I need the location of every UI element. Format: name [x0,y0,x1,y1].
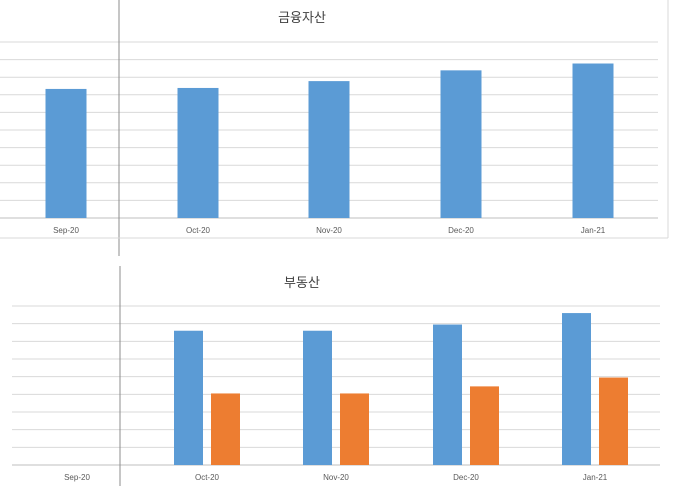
x-tick-label: Nov-20 [323,473,349,482]
bar-Nov-20 [340,393,369,465]
chart-title: 금융자산 [278,11,326,26]
bar-Oct-20 [211,393,240,465]
series-0 [45,63,614,219]
x-tick-label: Sep-20 [64,473,90,482]
bar-Jan-21 [572,63,614,219]
chart-financial-assets-svg: 금융자산 Sep-20 Oct-20 Nov-20 Dec-20 Jan-21 [0,0,669,256]
series-1 [211,377,628,465]
bar-Nov-20 [308,81,350,218]
bar-Jan-21 [599,377,628,465]
bar-Oct-20 [177,87,219,218]
chart-real-estate-svg: 부동산 Sep-20 Oct-20 Nov-20 Dec-20 Jan-21 [12,266,660,486]
bar-Dec-20 [440,70,482,218]
x-tick-label: Sep-20 [53,226,79,235]
x-tick-label: Dec-20 [453,473,479,482]
x-tick-label: Jan-21 [581,226,606,235]
bar-Dec-20 [433,324,462,465]
chart-title: 부동산 [284,276,320,291]
chart-financial-assets: 금융자산 Sep-20 Oct-20 Nov-20 Dec-20 Jan-21 [0,0,669,256]
bar-Nov-20 [303,330,332,465]
bar-Oct-20 [174,330,203,465]
chart-real-estate: 부동산 Sep-20 Oct-20 Nov-20 Dec-20 Jan-21 [0,264,677,496]
bar-Jan-21 [562,313,591,465]
x-tick-label: Jan-21 [583,473,608,482]
x-tick-label: Oct-20 [186,226,211,235]
x-tick-label: Nov-20 [316,226,342,235]
series-0 [174,313,591,465]
bar-Dec-20 [470,386,499,465]
x-tick-label: Oct-20 [195,473,220,482]
bar-Sep-20 [45,88,87,218]
x-tick-label: Dec-20 [448,226,474,235]
